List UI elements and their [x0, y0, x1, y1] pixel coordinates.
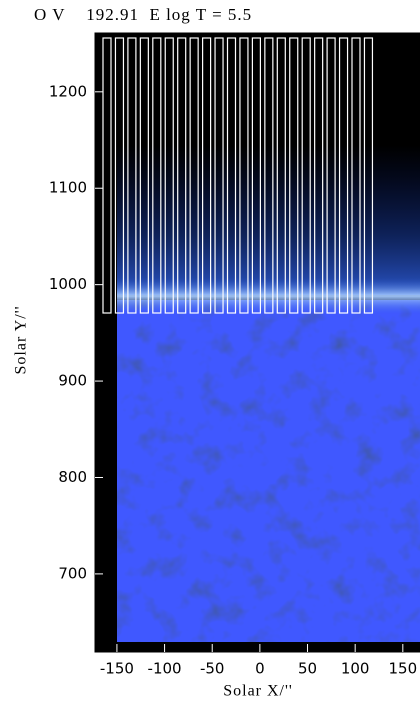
x-tick-label: 50 [298, 660, 317, 678]
y-axis-label: Solar Y/'' [13, 306, 30, 375]
y-tick-label: 900 [58, 372, 87, 390]
slit-outline [164, 37, 174, 314]
plot-frame [94, 32, 420, 653]
slit-outline [251, 37, 261, 314]
x-tick-label: -50 [200, 660, 225, 678]
y-tick-label: 800 [58, 468, 87, 486]
y-tick-label: 1100 [49, 179, 87, 197]
slit-outline [177, 37, 187, 314]
slit-outline [102, 37, 112, 314]
chart-title: O V 192.91 E log T = 5.5 [34, 5, 252, 24]
x-tick-label: -100 [148, 660, 182, 678]
slit-outline [114, 37, 125, 314]
x-tick-label: 150 [388, 660, 417, 678]
slit-outline [314, 37, 324, 314]
slit-outline [338, 37, 349, 314]
corona-image [117, 145, 420, 295]
disk-image [117, 300, 420, 642]
slit-outline [189, 37, 199, 314]
x-tick-label: 100 [341, 660, 370, 678]
slit-outline [351, 37, 361, 314]
slit-outline [152, 37, 162, 314]
y-tick-label: 1000 [49, 275, 87, 293]
slit-outline [214, 37, 224, 314]
slit-outline [289, 37, 299, 314]
x-tick-label: 0 [255, 660, 265, 678]
x-axis-label: Solar X/'' [223, 683, 293, 700]
slit-outline [139, 37, 149, 314]
x-tick-label: -150 [100, 660, 134, 678]
slit-outline [301, 37, 311, 314]
y-tick-label: 1200 [49, 82, 87, 100]
limb-brightening [117, 278, 420, 314]
slit-outline [264, 37, 274, 314]
slit-outline [326, 37, 336, 314]
slit-outline [226, 37, 237, 314]
slit-outline [239, 37, 249, 314]
y-tick-label: 700 [58, 564, 87, 582]
slit-outline [276, 37, 286, 314]
slit-outline [363, 37, 374, 314]
slit-outline [127, 37, 137, 314]
slit-outline [202, 37, 212, 314]
